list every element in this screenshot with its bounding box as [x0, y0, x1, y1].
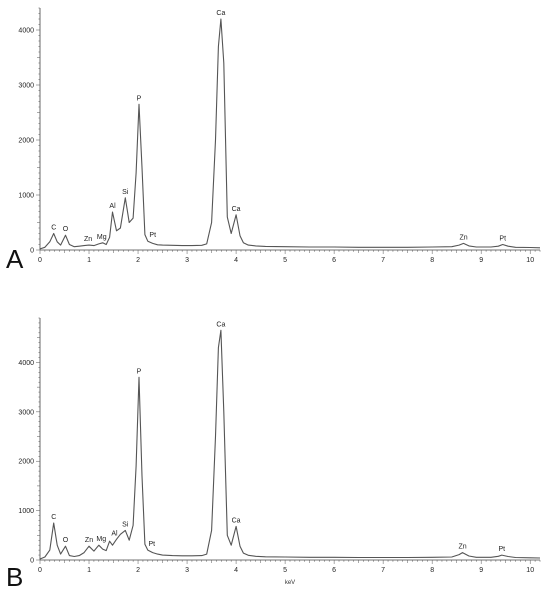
- panel-b-peak-label: Si: [122, 521, 129, 528]
- panel-a-label: A: [6, 244, 24, 274]
- panel-a-x-tick-label: 0: [38, 257, 42, 264]
- panel-a-y-tick-label: 4000: [18, 28, 34, 35]
- panel-a-x-tick-label: 5: [283, 257, 287, 264]
- panel-a-peak-label: Si: [122, 189, 129, 196]
- panel-a-y-tick-label: 3000: [18, 83, 34, 90]
- panel-a-peak-label: Zn: [84, 236, 92, 243]
- panel-a-peak-label: Al: [109, 203, 116, 210]
- panel-b-x-tick-label: 4: [234, 567, 238, 574]
- panel-b-y-tick-label: 3000: [18, 409, 34, 416]
- panel-a-x-tick-label: 6: [332, 257, 336, 264]
- panel-b-x-tick-label: 8: [430, 567, 434, 574]
- panel-a-y-tick-label: 0: [30, 248, 34, 255]
- panel-b-x-tick-label: 5: [283, 567, 287, 574]
- panel-a-x-tick-label: 3: [185, 257, 189, 264]
- panel-b-y-tick-label: 4000: [18, 360, 34, 367]
- panel-a-peak-label: O: [63, 226, 69, 233]
- panel-b-peak-label: Pt: [148, 541, 155, 548]
- panel-b-x-tick-label: 7: [381, 567, 385, 574]
- panel-a-peak-label: C: [51, 225, 56, 232]
- panel-b-x-tick-label: 2: [136, 567, 140, 574]
- panel-a-x-tick-label: 1: [87, 257, 91, 264]
- panel-b-peak-label: Pt: [498, 546, 505, 553]
- panel-b-x-tick-label: 0: [38, 567, 42, 574]
- panel-a-peak-label: Ca: [216, 10, 225, 17]
- panel-a-peak-label: Ca: [232, 206, 241, 213]
- panel-b-x-tick-label: 10: [526, 567, 534, 574]
- panel-a-x-tick-label: 9: [479, 257, 483, 264]
- panel-a-spectrum-line: [39, 18, 541, 250]
- panel-b-peak-label: Zn: [85, 537, 93, 544]
- panel-a-peak-label: P: [137, 95, 142, 102]
- panel-a-peak-label: Pt: [149, 232, 156, 239]
- panel-a-x-tick-label: 7: [381, 257, 385, 264]
- panel-b-x-tick-label: 9: [479, 567, 483, 574]
- panel-b-y-tick-label: 1000: [18, 508, 34, 515]
- panel-a-x-tick-label: 8: [430, 257, 434, 264]
- panel-b-x-tick-label: 3: [185, 567, 189, 574]
- panel-b-peak-label: C: [51, 514, 56, 521]
- panel-a-y-tick-label: 2000: [18, 138, 34, 145]
- panel-b-x-tick-label: 6: [332, 567, 336, 574]
- panel-a-peak-label: Mg: [97, 234, 107, 241]
- panel-b-spectrum-line: [39, 329, 541, 560]
- panel-a-x-tick-label: 2: [136, 257, 140, 264]
- panel-b-x-tick-label: 1: [87, 567, 91, 574]
- panel-b-peak-label: P: [137, 368, 142, 375]
- panel-b-label: B: [6, 562, 23, 592]
- panel-b-peak-label: Ca: [216, 321, 225, 328]
- panel-b-peak-label: O: [63, 537, 69, 544]
- panel-b-y-tick-label: 2000: [18, 459, 34, 466]
- panel-b-peak-label: Zn: [458, 544, 466, 551]
- panel-a-x-tick-label: 10: [526, 257, 534, 264]
- panel-b-y-tick-label: 0: [30, 558, 34, 565]
- panel-b-peak-label: Mg: [96, 536, 106, 543]
- panel-b-x-axis-title: keV: [285, 580, 295, 586]
- panel-a-peak-label: Zn: [459, 234, 467, 241]
- panel-a-y-tick-label: 1000: [18, 193, 34, 200]
- panel-a-chart: 0 1 2 3 4 5 6 7 8 9 10 0 1000 2000 3000 4000 C O Zn Mg Al Si P…: [6, 7, 541, 274]
- panel-a-peak-label: Pt: [499, 236, 506, 243]
- panel-a-x-tick-label: 4: [234, 257, 238, 264]
- panel-b-peak-label: Al: [111, 530, 118, 537]
- panel-b-peak-label: Ca: [232, 517, 241, 524]
